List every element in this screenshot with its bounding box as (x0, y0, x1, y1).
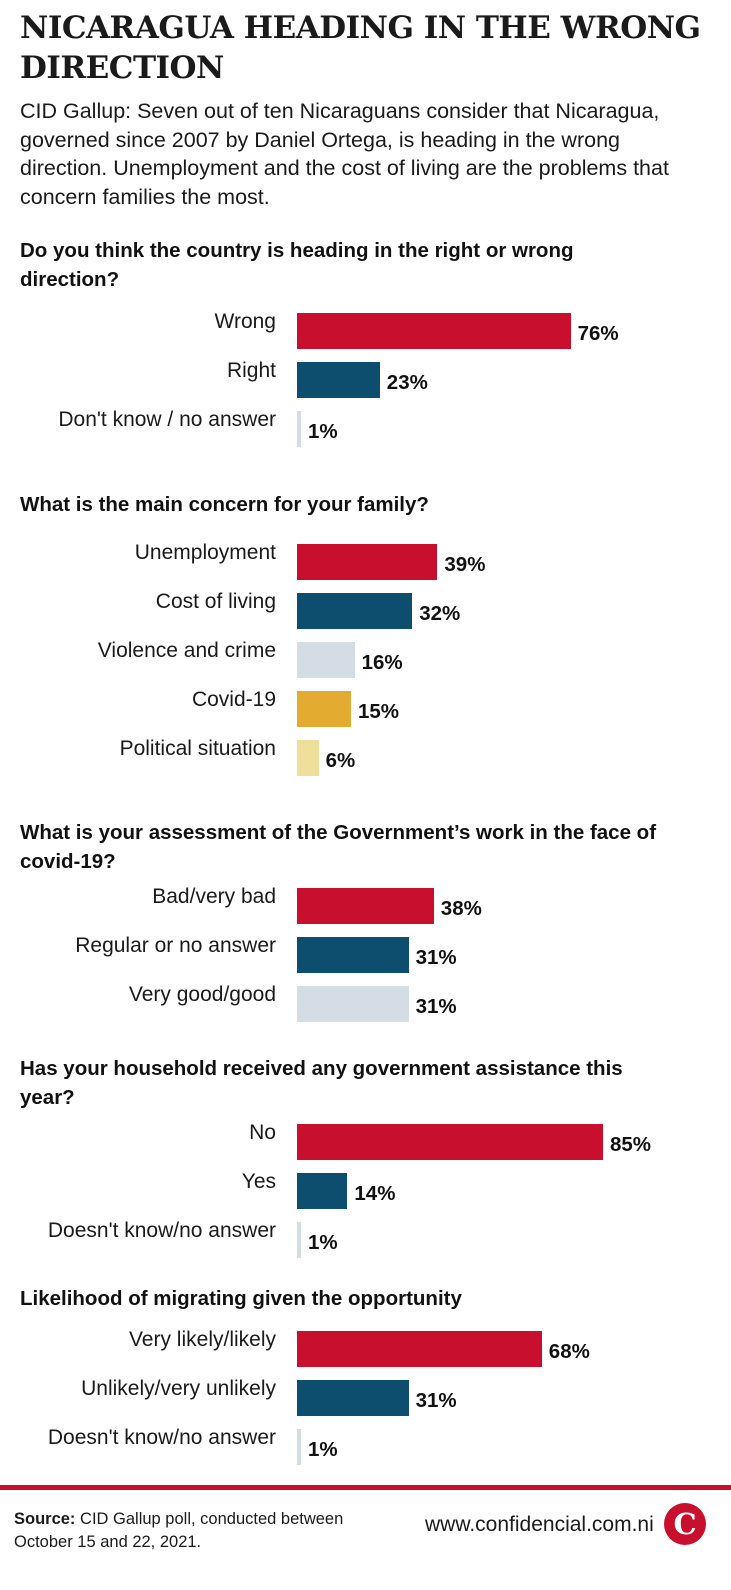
bar-row: Doesn't know/no answer 1% (0, 1219, 731, 1262)
bar-row: Violence and crime 16% (0, 639, 731, 682)
bar-row: Very good/good 31% (0, 983, 731, 1026)
bar-row: Regular or no answer 31% (0, 934, 731, 977)
chart-title: Has your household received any governme… (20, 1057, 623, 1109)
chart-title: What is your assessment of the Governmen… (20, 821, 657, 873)
bar-row: Unemployment 39% (0, 541, 731, 584)
value-label: 76% (577, 322, 619, 345)
bar (297, 691, 351, 727)
category-label: Bad/very bad (152, 885, 276, 908)
category-label: Political situation (119, 737, 276, 760)
bar (297, 642, 355, 678)
value-label: 39% (444, 553, 486, 576)
category-label: Cost of living (155, 590, 276, 613)
category-label: Regular or no answer (75, 934, 276, 957)
category-label: Very likely/likely (128, 1328, 276, 1351)
bar-row: Cost of living 32% (0, 590, 731, 633)
category-label: Very good/good (128, 983, 276, 1006)
bar (297, 362, 380, 398)
chart-title: What is the main concern for your family… (20, 493, 429, 516)
bar (297, 1124, 603, 1160)
source-note: Source: CID Gallup poll, conducted betwe… (14, 1508, 394, 1554)
value-label: 38% (440, 897, 482, 920)
bar (297, 740, 319, 776)
bar (297, 937, 409, 973)
value-label: 6% (325, 749, 356, 772)
bar-row: Doesn't know/no answer 1% (0, 1426, 731, 1469)
category-label: Right (226, 359, 276, 382)
value-label: 14% (354, 1182, 396, 1205)
category-label: Wrong (214, 310, 276, 333)
value-label: 32% (419, 602, 461, 625)
bar (297, 986, 409, 1022)
bar-row: No 85% (0, 1121, 731, 1164)
bar-row: Unlikely/very unlikely 31% (0, 1377, 731, 1420)
bar-row: Right 23% (0, 359, 731, 402)
value-label: 68% (548, 1340, 590, 1363)
bar (297, 888, 434, 924)
category-label: Yes (241, 1170, 276, 1193)
value-label: 1% (308, 420, 338, 443)
value-label: 1% (308, 1231, 338, 1254)
bar (297, 1222, 301, 1258)
value-label: 15% (358, 700, 400, 723)
bar-row: Covid-19 15% (0, 688, 731, 731)
category-label: Don't know / no answer (58, 408, 276, 431)
bar (297, 1173, 348, 1209)
bar (297, 1380, 409, 1416)
source-text: CID Gallup poll, conducted between Octob… (14, 1510, 344, 1551)
category-label: No (249, 1121, 276, 1144)
confidencial-logo-icon: C (664, 1503, 706, 1545)
value-label: 85% (610, 1133, 652, 1156)
bar (297, 313, 571, 349)
bar (297, 593, 413, 629)
bar (297, 1429, 301, 1465)
bar-row: Bad/very bad 38% (0, 885, 731, 928)
source-label: Source: (14, 1510, 76, 1528)
value-label: 16% (361, 651, 403, 674)
category-label: Doesn't know/no answer (47, 1219, 276, 1242)
value-label: 31% (415, 946, 457, 969)
chart-title: Do you think the country is heading in t… (20, 239, 574, 291)
value-label: 1% (308, 1438, 338, 1461)
website-link[interactable]: www.confidencial.com.ni (425, 1513, 654, 1536)
bar (297, 1331, 542, 1367)
bar-row: Yes 14% (0, 1170, 731, 1213)
value-label: 31% (415, 995, 457, 1018)
bar-row: Don't know / no answer 1% (0, 408, 731, 451)
page-title: NICARAGUA HEADING IN THE WRONG DIRECTION (20, 10, 701, 86)
bar-row: Political situation 6% (0, 737, 731, 780)
category-label: Unlikely/very unlikely (81, 1377, 276, 1400)
category-label: Violence and crime (97, 639, 276, 662)
logo-letter: C (673, 1507, 696, 1541)
bar (297, 544, 438, 580)
value-label: 23% (386, 371, 428, 394)
page-subtitle: CID Gallup: Seven out of ten Nicaraguans… (20, 99, 669, 209)
category-label: Covid-19 (191, 688, 276, 711)
bar-row: Wrong 76% (0, 310, 731, 353)
value-label: 31% (415, 1389, 457, 1412)
category-label: Unemployment (134, 541, 276, 564)
footer-divider (0, 1485, 731, 1490)
bar-row: Very likely/likely 68% (0, 1328, 731, 1371)
category-label: Doesn't know/no answer (47, 1426, 276, 1449)
chart-title: Likelihood of migrating given the opport… (20, 1287, 462, 1310)
bar (297, 411, 301, 447)
